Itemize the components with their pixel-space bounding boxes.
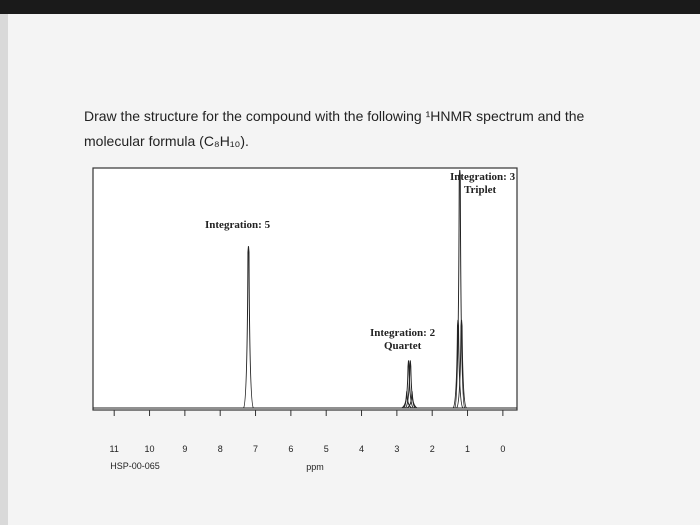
plot-frame (92, 167, 518, 411)
x-tick-label: 1 (465, 444, 470, 454)
peak (456, 319, 467, 409)
annotation: Integration: 5 (205, 219, 271, 231)
peak (403, 360, 414, 409)
x-tick-label: 8 (218, 444, 223, 454)
spectrum-code: HSP-00-065 (110, 461, 160, 471)
x-axis-label: ppm (306, 462, 324, 472)
annotation: Integration: 3 (450, 171, 516, 183)
x-tick-label: 5 (324, 444, 329, 454)
x-tick-label: 7 (253, 444, 258, 454)
x-tick-label: 9 (182, 444, 187, 454)
peak (406, 391, 418, 409)
annotation: Quartet (384, 340, 422, 352)
top-edge (0, 0, 700, 14)
annotation: Integration: 2 (370, 327, 436, 339)
question-line: Draw the structure for the compound with… (84, 108, 585, 124)
peak (243, 246, 254, 409)
x-tick-label: 2 (430, 444, 435, 454)
peak (454, 169, 466, 409)
x-tick-label: 4 (359, 444, 364, 454)
x-tick-label: 10 (145, 444, 155, 454)
x-tick-label: 0 (500, 444, 505, 454)
x-tick-label: 6 (288, 444, 293, 454)
x-tick-label: 3 (394, 444, 399, 454)
annotation: Triplet (464, 184, 497, 196)
x-tick-label: 11 (110, 444, 119, 454)
question-line: molecular formula (C₈H₁₀). (84, 133, 249, 149)
